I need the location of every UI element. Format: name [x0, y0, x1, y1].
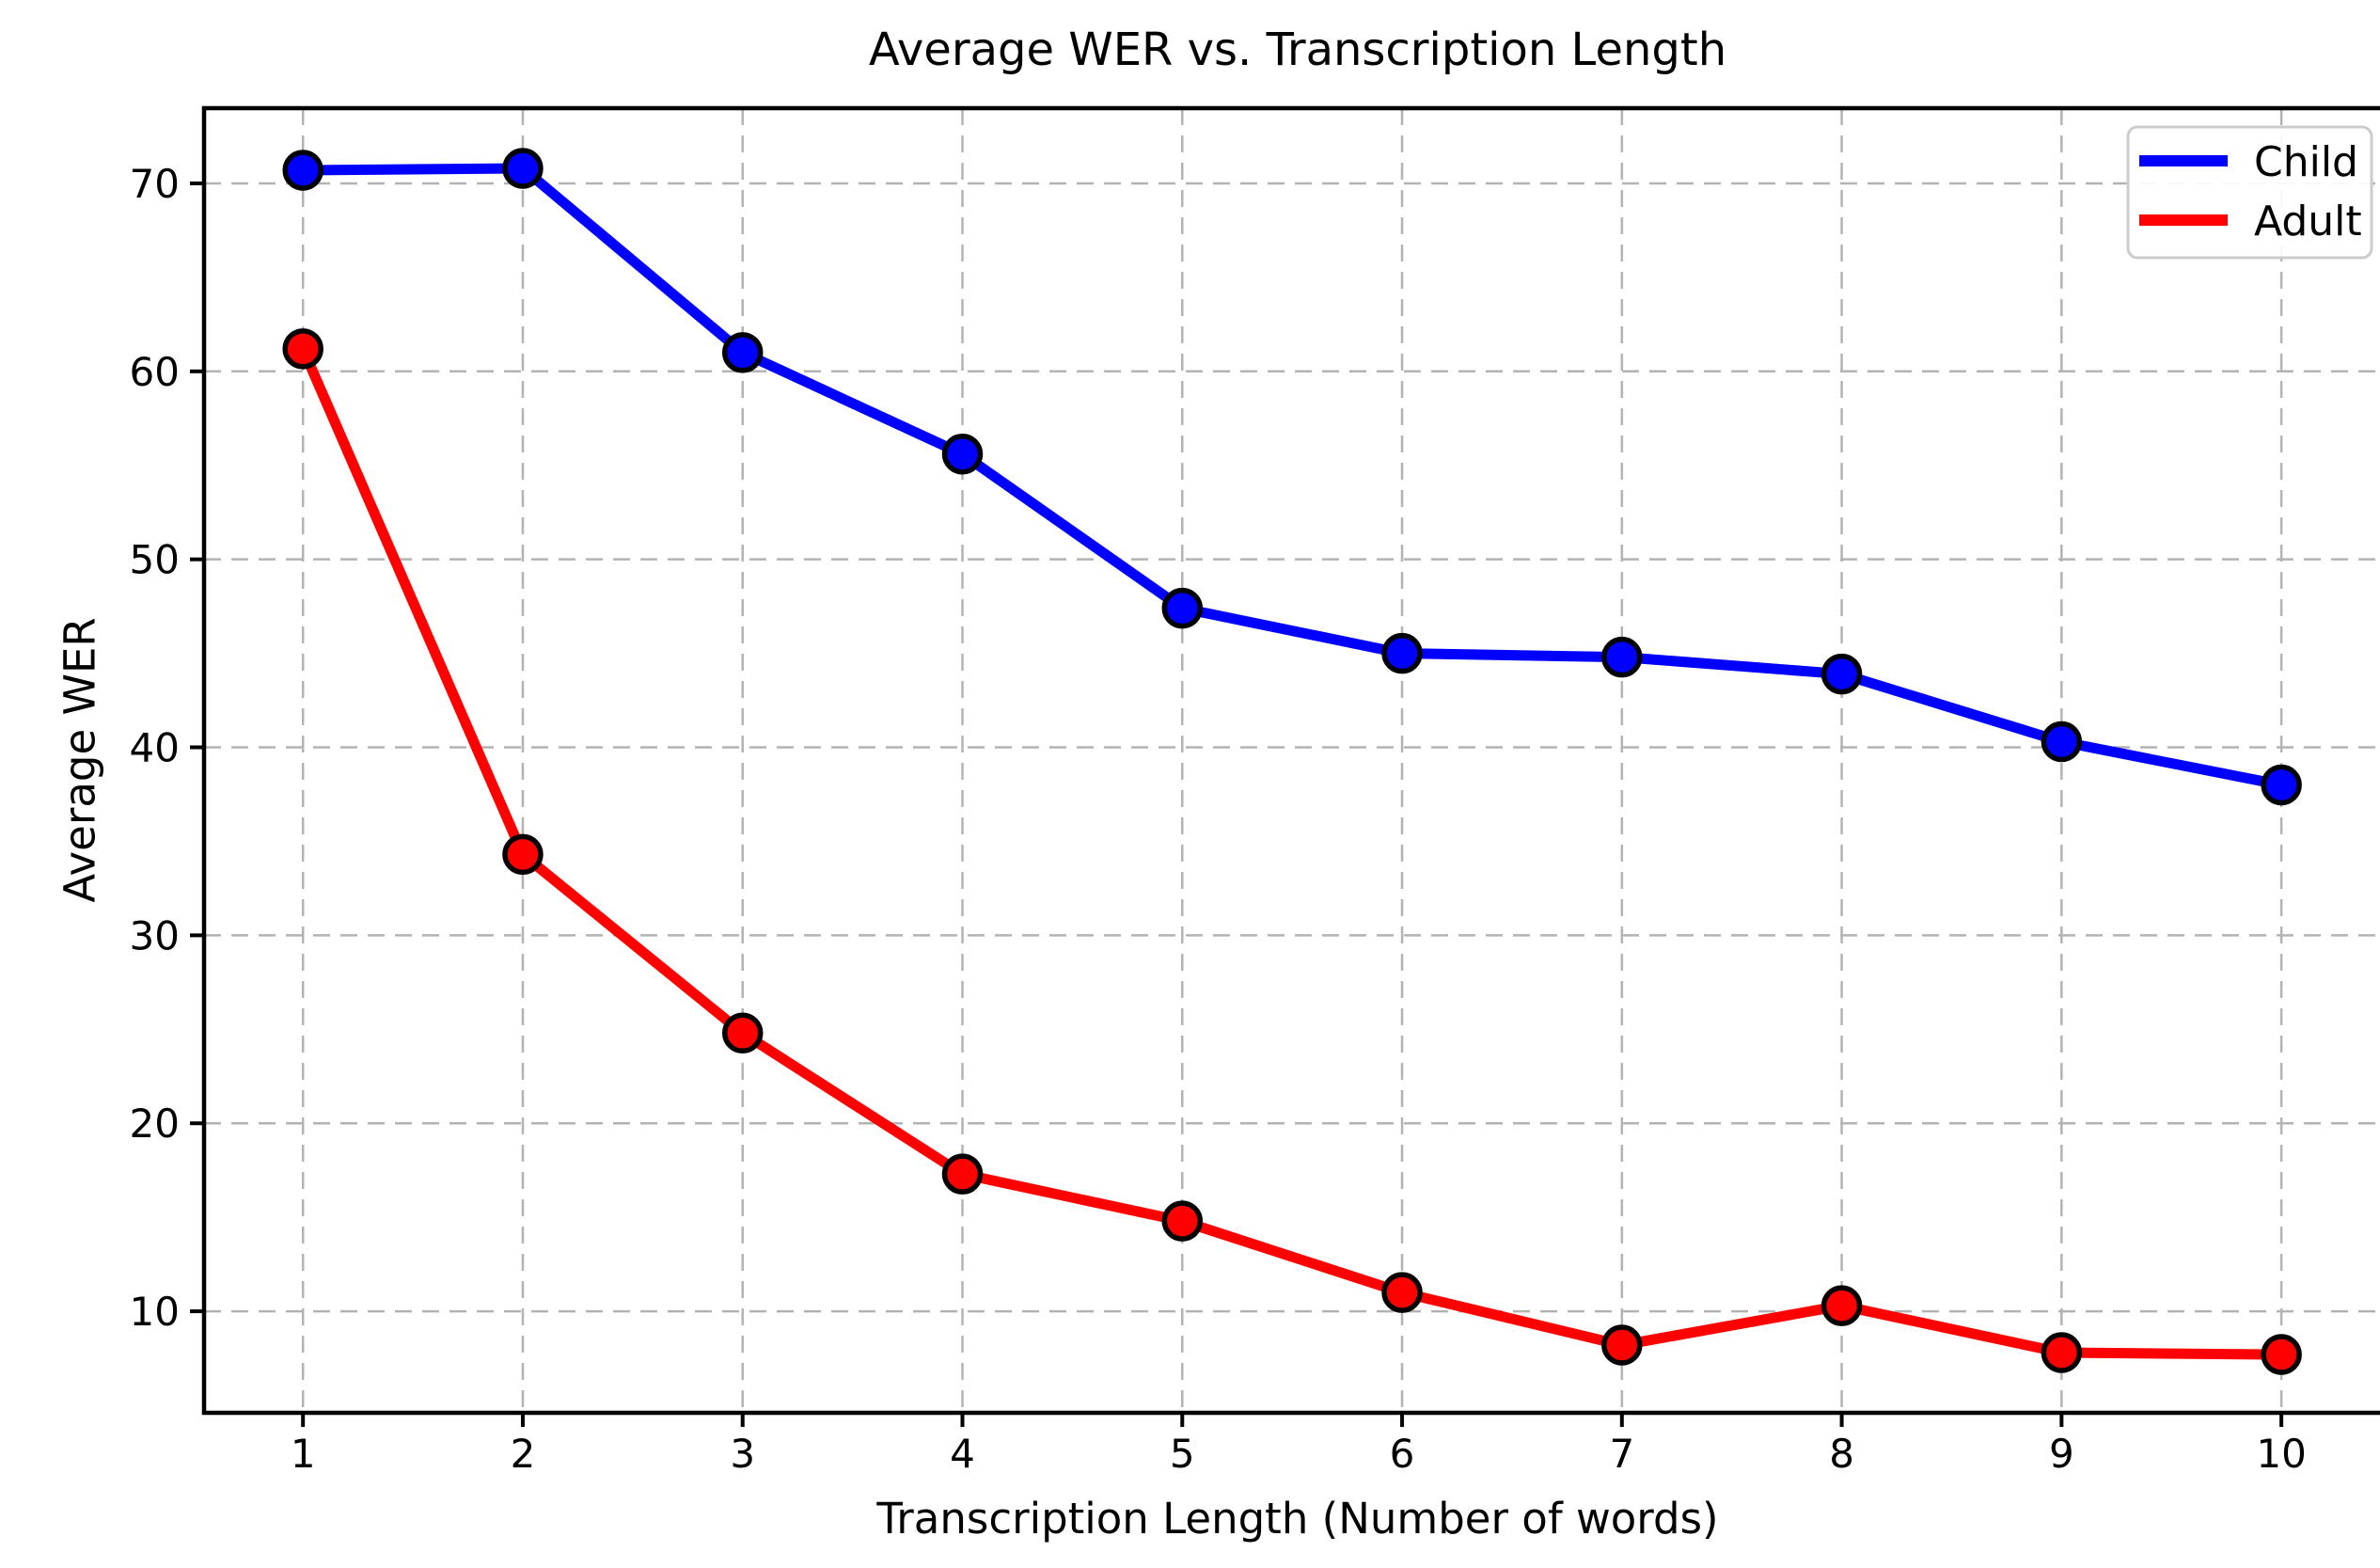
chart-title: Average WER vs. Transcription Length	[868, 24, 1727, 76]
y-tick-label: 20	[130, 1101, 180, 1147]
x-tick-label: 5	[1170, 1431, 1195, 1477]
y-tick-label: 50	[130, 537, 180, 583]
adult-data-point-marker	[941, 1153, 984, 1195]
adult-data-point-marker	[282, 328, 323, 370]
x-tick-label: 3	[730, 1431, 755, 1477]
adult-data-point-marker	[2261, 1334, 2302, 1375]
x-tick-label: 9	[2049, 1431, 2074, 1477]
adult-data-point-marker	[1161, 1200, 1204, 1242]
x-tick-label: 6	[1390, 1431, 1415, 1477]
child-data-point-marker	[2041, 721, 2083, 763]
x-tick-label: 4	[950, 1431, 975, 1477]
x-axis-label: Transcription Length (Number of words)	[876, 1494, 1719, 1544]
y-tick-label: 60	[130, 349, 180, 395]
adult-data-point-marker	[721, 1012, 764, 1054]
y-tick-label: 10	[130, 1289, 180, 1335]
child-data-point-marker	[1161, 587, 1204, 629]
child-data-point-marker	[2261, 764, 2302, 806]
y-tick-label: 70	[130, 161, 180, 207]
child-data-point-marker	[502, 148, 544, 189]
adult-data-point-marker	[2041, 1332, 2083, 1373]
child-data-point-marker	[941, 433, 984, 475]
x-tick-label: 10	[2256, 1431, 2306, 1477]
child-data-point-marker	[1381, 632, 1423, 674]
plot-svg: 1 2 3 4 5 6 7 8 9 10 10 20 30 40 50 60 70 Child Adult	[130, 105, 2380, 1477]
adult-data-point-marker	[1381, 1272, 1423, 1313]
y-axis-label: Average WER	[55, 617, 105, 903]
plot-border	[201, 105, 2380, 1416]
legend-label-child: Child	[2254, 138, 2358, 186]
y-tick-label: 30	[130, 912, 180, 958]
x-tick-label: 8	[1829, 1431, 1854, 1477]
adult-series-line	[297, 343, 2287, 1360]
adult-data-point-marker	[502, 833, 544, 876]
child-series-line	[297, 163, 2287, 790]
child-data-point-marker	[1601, 636, 1643, 678]
wer-line-chart-figure: 1 2 3 4 5 6 7 8 9 10 10 20 30 40 50 60 70 Child Adult Aver…	[38, 15, 2380, 1568]
adult-data-point-marker	[1601, 1324, 1643, 1366]
x-tick-label: 1	[291, 1431, 316, 1477]
child-data-point-marker	[721, 332, 764, 373]
child-data-point-marker	[282, 150, 323, 191]
child-data-point-marker	[1820, 653, 1863, 695]
adult-data-point-marker	[1820, 1285, 1863, 1326]
legend-label-adult: Adult	[2254, 198, 2362, 245]
x-tick-label: 7	[1609, 1431, 1634, 1477]
x-tick-label: 2	[511, 1431, 536, 1477]
y-tick-label: 40	[130, 725, 180, 771]
